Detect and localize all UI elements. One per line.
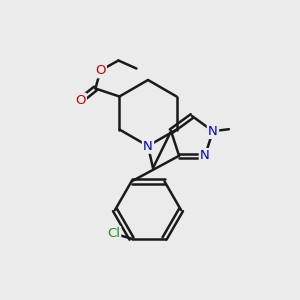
Text: N: N bbox=[143, 140, 153, 152]
Text: Cl: Cl bbox=[107, 227, 120, 240]
Text: O: O bbox=[75, 94, 86, 107]
Text: N: N bbox=[208, 125, 218, 138]
Text: N: N bbox=[200, 149, 210, 162]
Text: O: O bbox=[95, 64, 106, 77]
